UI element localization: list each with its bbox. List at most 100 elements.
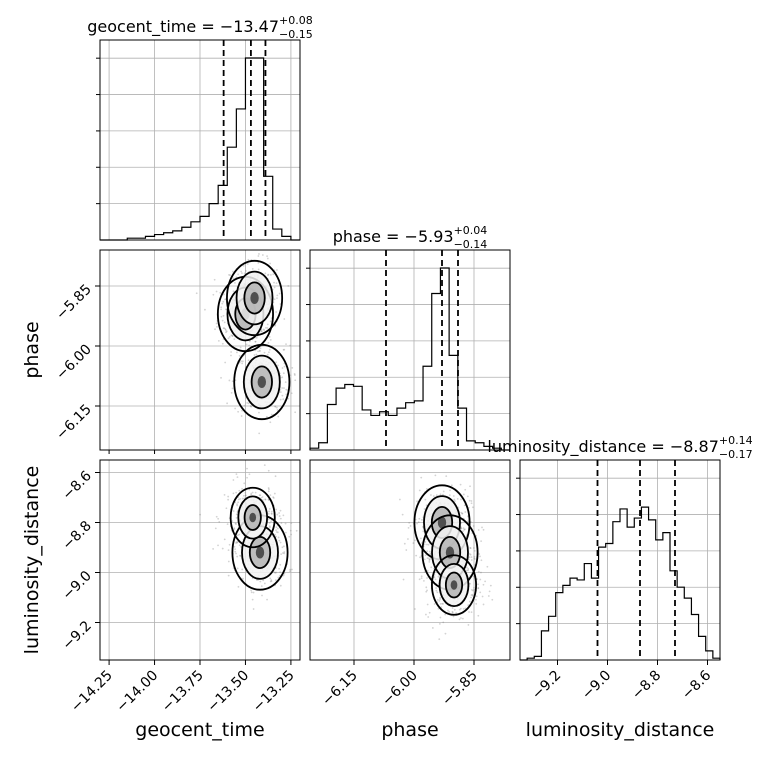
sample-point bbox=[245, 343, 248, 346]
x-tick-label: −13.50 bbox=[204, 668, 252, 716]
sample-point bbox=[468, 611, 470, 613]
sample-point bbox=[442, 621, 445, 624]
sample-point bbox=[461, 617, 464, 620]
sample-point bbox=[224, 328, 227, 330]
sample-point bbox=[267, 518, 270, 521]
sample-point bbox=[442, 602, 444, 605]
sample-point bbox=[276, 513, 279, 516]
sample-point bbox=[276, 297, 278, 300]
sample-point bbox=[283, 318, 286, 320]
sample-point bbox=[407, 526, 410, 529]
sample-point bbox=[283, 348, 286, 351]
sample-point bbox=[279, 509, 282, 512]
sample-point bbox=[477, 614, 480, 617]
sample-point bbox=[247, 258, 250, 261]
sample-point bbox=[262, 328, 265, 331]
sample-point bbox=[243, 272, 246, 275]
contour-level bbox=[229, 486, 276, 549]
sample-point bbox=[275, 571, 278, 574]
sample-point bbox=[241, 487, 243, 490]
sample-point bbox=[231, 334, 234, 337]
sample-point bbox=[273, 492, 276, 495]
sample-point bbox=[223, 321, 226, 324]
sample-point bbox=[426, 577, 428, 579]
sample-point bbox=[439, 602, 442, 605]
sample-point bbox=[283, 387, 285, 389]
sample-point bbox=[274, 405, 277, 408]
sample-point bbox=[424, 541, 427, 543]
sample-point bbox=[439, 493, 442, 496]
sample-point bbox=[430, 494, 432, 496]
sample-point bbox=[280, 553, 283, 556]
sample-point bbox=[269, 494, 272, 497]
x-tick-label: −5.85 bbox=[439, 668, 481, 710]
sample-point bbox=[425, 590, 428, 593]
sample-point bbox=[239, 554, 241, 557]
sample-point bbox=[452, 615, 455, 618]
sample-point bbox=[423, 508, 426, 510]
sample-point bbox=[415, 554, 418, 557]
sample-point bbox=[471, 506, 474, 509]
sample-point bbox=[237, 273, 240, 276]
sample-point bbox=[253, 453, 255, 455]
sample-point bbox=[250, 492, 253, 495]
title-median: −5.93 bbox=[405, 227, 454, 246]
sample-point bbox=[418, 578, 421, 581]
sample-point bbox=[288, 535, 291, 538]
sample-point bbox=[427, 543, 430, 546]
sample-point bbox=[263, 329, 266, 332]
sample-point bbox=[258, 494, 261, 496]
sample-point bbox=[473, 557, 476, 560]
sample-point bbox=[212, 548, 215, 550]
sample-point bbox=[276, 527, 279, 530]
sample-point bbox=[268, 525, 271, 527]
sample-point bbox=[439, 596, 441, 599]
sample-point bbox=[430, 566, 433, 569]
sample-point bbox=[426, 603, 429, 606]
sample-point bbox=[481, 526, 483, 529]
sample-point bbox=[416, 500, 419, 503]
sample-point bbox=[223, 538, 226, 541]
sample-point bbox=[212, 293, 215, 296]
sample-point bbox=[275, 531, 278, 533]
sample-point bbox=[269, 320, 272, 323]
sample-point bbox=[234, 281, 236, 284]
sample-point bbox=[265, 415, 268, 418]
sample-point bbox=[241, 497, 244, 500]
sample-point bbox=[442, 493, 444, 496]
sample-point bbox=[269, 339, 272, 341]
sample-point bbox=[275, 406, 278, 409]
sample-point bbox=[459, 607, 462, 610]
sample-point bbox=[428, 558, 431, 561]
sample-point bbox=[270, 413, 273, 416]
sample-point bbox=[231, 387, 234, 390]
sample-point bbox=[248, 344, 251, 347]
frames-layer bbox=[95, 39, 721, 665]
density-phase-luminosity_distance bbox=[398, 474, 494, 641]
sample-point bbox=[251, 268, 254, 270]
sample-point bbox=[239, 346, 242, 349]
title-plus: +0.14 bbox=[719, 434, 753, 447]
marks-layer bbox=[100, 40, 721, 661]
sample-point bbox=[408, 521, 411, 524]
sample-point bbox=[269, 577, 272, 580]
sample-point bbox=[217, 517, 220, 520]
sample-point bbox=[289, 570, 291, 573]
sample-point bbox=[270, 512, 273, 515]
sample-point bbox=[270, 510, 273, 513]
histogram-luminosity_distance bbox=[520, 506, 721, 661]
sample-point bbox=[470, 502, 473, 505]
y-tick-label: −8.8 bbox=[59, 518, 94, 553]
sample-point bbox=[234, 407, 237, 410]
sample-point bbox=[305, 367, 307, 369]
sample-point bbox=[279, 517, 282, 520]
sample-point bbox=[263, 351, 266, 354]
sample-point bbox=[273, 281, 275, 284]
sample-point bbox=[440, 606, 443, 608]
sample-point bbox=[204, 308, 206, 311]
sample-point bbox=[270, 580, 273, 583]
sample-point bbox=[274, 579, 277, 582]
sample-point bbox=[450, 484, 453, 487]
sample-point bbox=[466, 520, 469, 523]
sample-point bbox=[238, 354, 241, 357]
